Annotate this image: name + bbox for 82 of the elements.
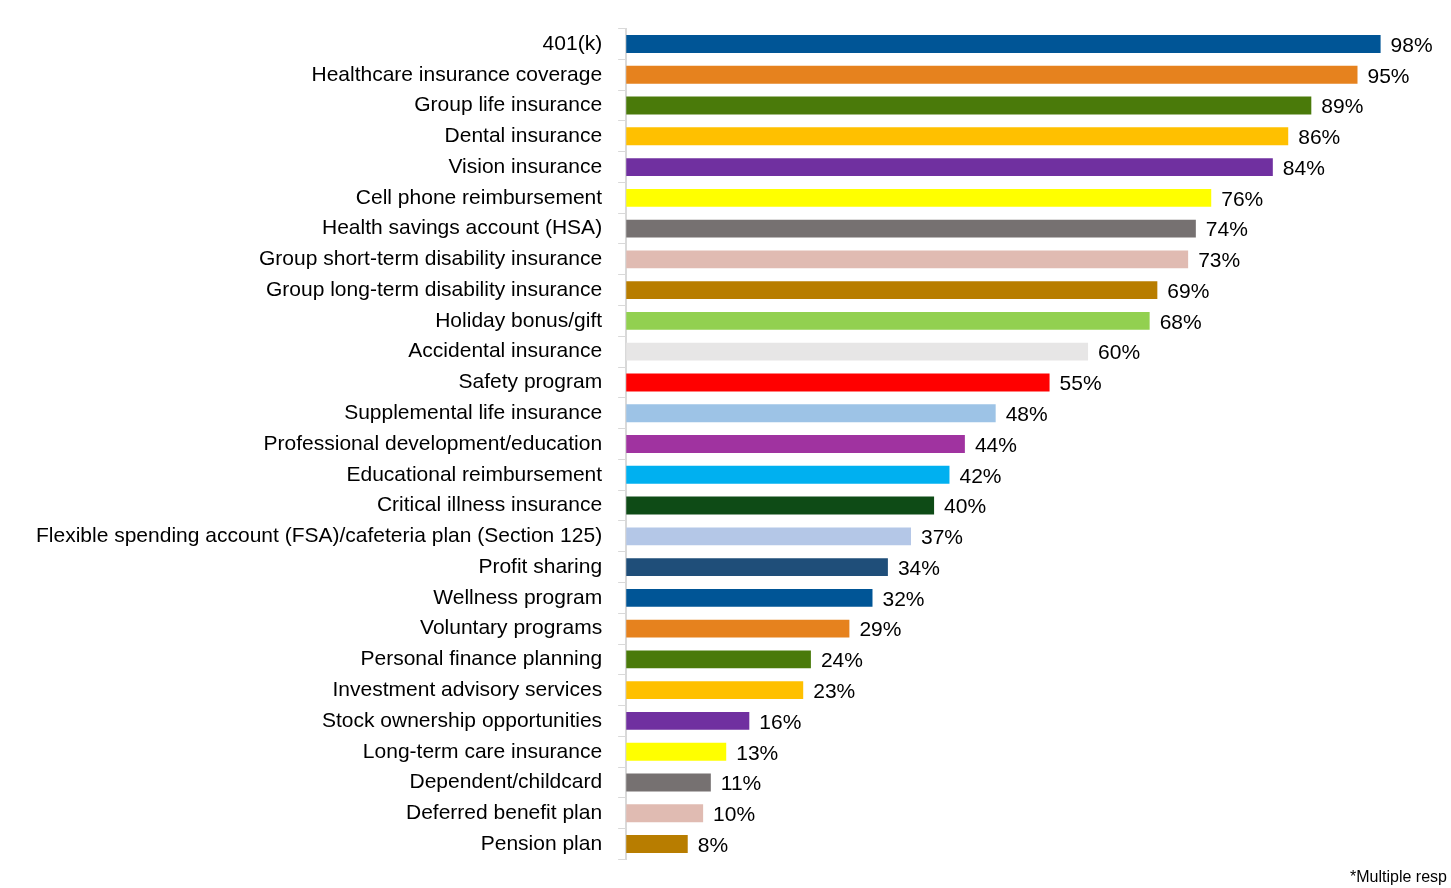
y-tick-label: Safety program — [458, 369, 603, 393]
data-label: 69% — [1167, 278, 1210, 302]
y-tick-label: Profit sharing — [478, 553, 603, 577]
bar — [626, 373, 1050, 392]
data-label: 48% — [1005, 402, 1048, 426]
data-label: 32% — [882, 586, 925, 610]
y-tick-label: Deferred benefit plan — [406, 800, 603, 824]
data-label: 40% — [944, 494, 987, 518]
bar — [626, 558, 888, 577]
y-tick-label: Vision insurance — [448, 153, 603, 177]
bar — [626, 342, 1089, 361]
y-tick-label: Holiday bonus/gift — [435, 307, 603, 331]
bar — [626, 65, 1358, 84]
data-label: 73% — [1198, 248, 1241, 272]
y-tick-label: Investment advisory services — [332, 676, 603, 700]
y-tick-label: Dental insurance — [444, 123, 603, 147]
bar — [626, 127, 1289, 146]
data-label: 76% — [1221, 186, 1264, 210]
data-label: 89% — [1321, 94, 1364, 118]
data-label: 98% — [1390, 32, 1433, 56]
data-label: 16% — [759, 709, 802, 733]
data-label: 84% — [1282, 155, 1325, 179]
y-tick-label: Long-term care insurance — [362, 738, 603, 762]
bar — [626, 281, 1158, 300]
data-label: 24% — [820, 648, 863, 672]
y-tick-label: Personal finance planning — [360, 646, 603, 670]
data-label: 34% — [897, 555, 940, 579]
bar — [626, 219, 1196, 238]
y-tick-label: Flexible spending account (FSA)/cafeteria plan (Section 125) — [36, 523, 603, 547]
data-label: 10% — [713, 802, 756, 826]
bar — [626, 527, 911, 546]
bar — [626, 250, 1189, 269]
data-label: 37% — [920, 525, 964, 549]
bar — [626, 435, 965, 453]
bar — [626, 742, 727, 761]
bar — [626, 404, 996, 423]
bar — [626, 681, 804, 700]
bar — [626, 312, 1150, 330]
y-tick-label: Cell phone reimbursement — [355, 184, 603, 208]
data-label: 29% — [859, 617, 902, 641]
bar — [626, 96, 1312, 115]
bar — [626, 35, 1381, 53]
y-tick-label: Group life insurance — [414, 92, 603, 116]
data-label: 86% — [1298, 125, 1341, 149]
bar — [626, 588, 873, 607]
y-tick-label: Group short-term disability insurance — [259, 246, 603, 270]
data-label: 95% — [1367, 63, 1410, 87]
bar — [626, 619, 850, 638]
y-tick-label: Pension plan — [480, 830, 603, 854]
bar — [626, 712, 750, 730]
data-label: 74% — [1205, 217, 1248, 241]
bar — [626, 496, 935, 515]
data-label: 42% — [959, 463, 1002, 487]
y-tick-label: Healthcare insurance coverage — [311, 61, 603, 85]
y-tick-label: Voluntary programs — [420, 615, 603, 639]
data-label: 44% — [974, 432, 1017, 456]
bar — [626, 188, 1212, 207]
data-label: 8% — [697, 832, 729, 856]
data-label: 60% — [1098, 340, 1141, 364]
y-tick-label: Wellness program — [433, 584, 603, 608]
data-label: 55% — [1059, 371, 1102, 395]
bar — [626, 465, 950, 484]
y-tick-label: Supplemental life insurance — [344, 400, 603, 424]
bar — [626, 773, 711, 792]
y-tick-label: Accidental insurance — [408, 338, 603, 362]
y-tick-label: Critical illness insurance — [376, 492, 603, 516]
data-label: 13% — [736, 740, 779, 764]
bar — [626, 835, 688, 853]
y-tick-label: Professional development/education — [263, 430, 603, 454]
text: *Multiple resp — [1350, 868, 1447, 886]
data-label: 11% — [720, 771, 762, 795]
y-tick-label: Dependent/childcard — [409, 769, 603, 793]
bar — [626, 650, 811, 669]
y-tick-label: 401(k) — [542, 30, 603, 54]
y-tick-label: Stock ownership opportunities — [321, 707, 603, 731]
data-label: 23% — [813, 678, 856, 702]
y-tick-label: Health savings account (HSA) — [322, 215, 603, 239]
bar — [626, 804, 704, 823]
y-tick-label: Group long-term disability insurance — [265, 276, 603, 300]
y-tick-label: Educational reimbursement — [346, 461, 603, 485]
data-label: 68% — [1159, 309, 1202, 333]
bar — [626, 158, 1273, 176]
